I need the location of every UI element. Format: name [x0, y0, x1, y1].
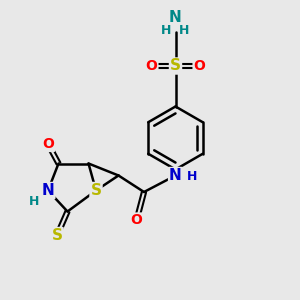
Text: O: O [130, 214, 142, 227]
Text: H: H [29, 195, 40, 208]
Text: H: H [179, 23, 190, 37]
Text: H: H [187, 170, 197, 184]
Text: O: O [146, 59, 158, 73]
Text: N: N [169, 168, 182, 183]
Text: S: S [52, 228, 62, 243]
Text: H: H [161, 23, 172, 37]
Text: O: O [42, 137, 54, 151]
Text: S: S [91, 183, 101, 198]
Text: S: S [170, 58, 181, 74]
Text: O: O [194, 59, 206, 73]
Text: N: N [169, 11, 182, 26]
Text: N: N [42, 183, 54, 198]
